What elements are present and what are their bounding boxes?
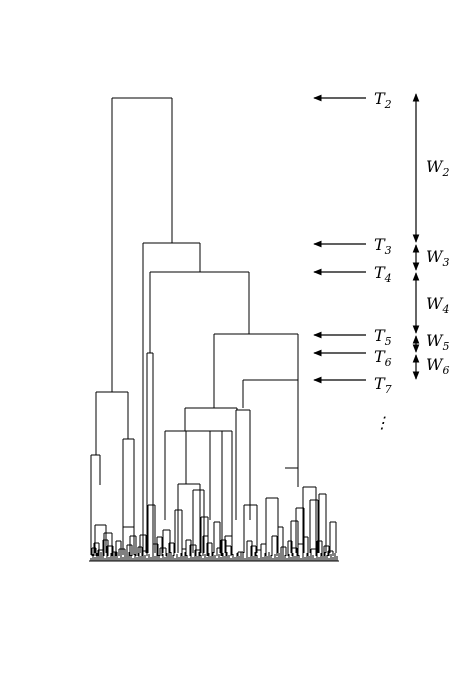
threshold-label-t6: T6 xyxy=(374,347,392,369)
threshold-label-t3: T3 xyxy=(374,235,392,257)
threshold-label-t4: T4 xyxy=(374,263,392,285)
threshold-label-t2: T2 xyxy=(374,89,392,111)
threshold-label-t5: T5 xyxy=(374,326,392,348)
window-labels: W2 W3 W4 W5 W6 xyxy=(426,157,449,377)
threshold-arrows xyxy=(313,94,366,384)
continuation-ellipsis: ⋮ xyxy=(374,413,390,432)
window-label-w6: W6 xyxy=(426,355,449,377)
window-label-w5: W5 xyxy=(426,331,449,353)
window-label-w4: W4 xyxy=(426,294,449,316)
threshold-label-t7: T7 xyxy=(374,374,392,396)
window-label-w2: W2 xyxy=(426,157,449,179)
dendrogram xyxy=(89,97,339,562)
threshold-labels: T2 T3 T4 T5 T6 T7 ⋮ xyxy=(374,89,392,432)
window-label-w3: W3 xyxy=(426,247,449,269)
